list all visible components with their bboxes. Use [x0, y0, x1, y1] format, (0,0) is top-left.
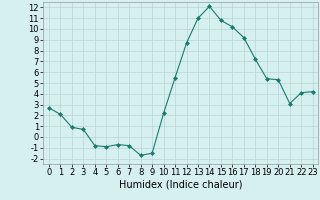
X-axis label: Humidex (Indice chaleur): Humidex (Indice chaleur) — [119, 180, 243, 190]
